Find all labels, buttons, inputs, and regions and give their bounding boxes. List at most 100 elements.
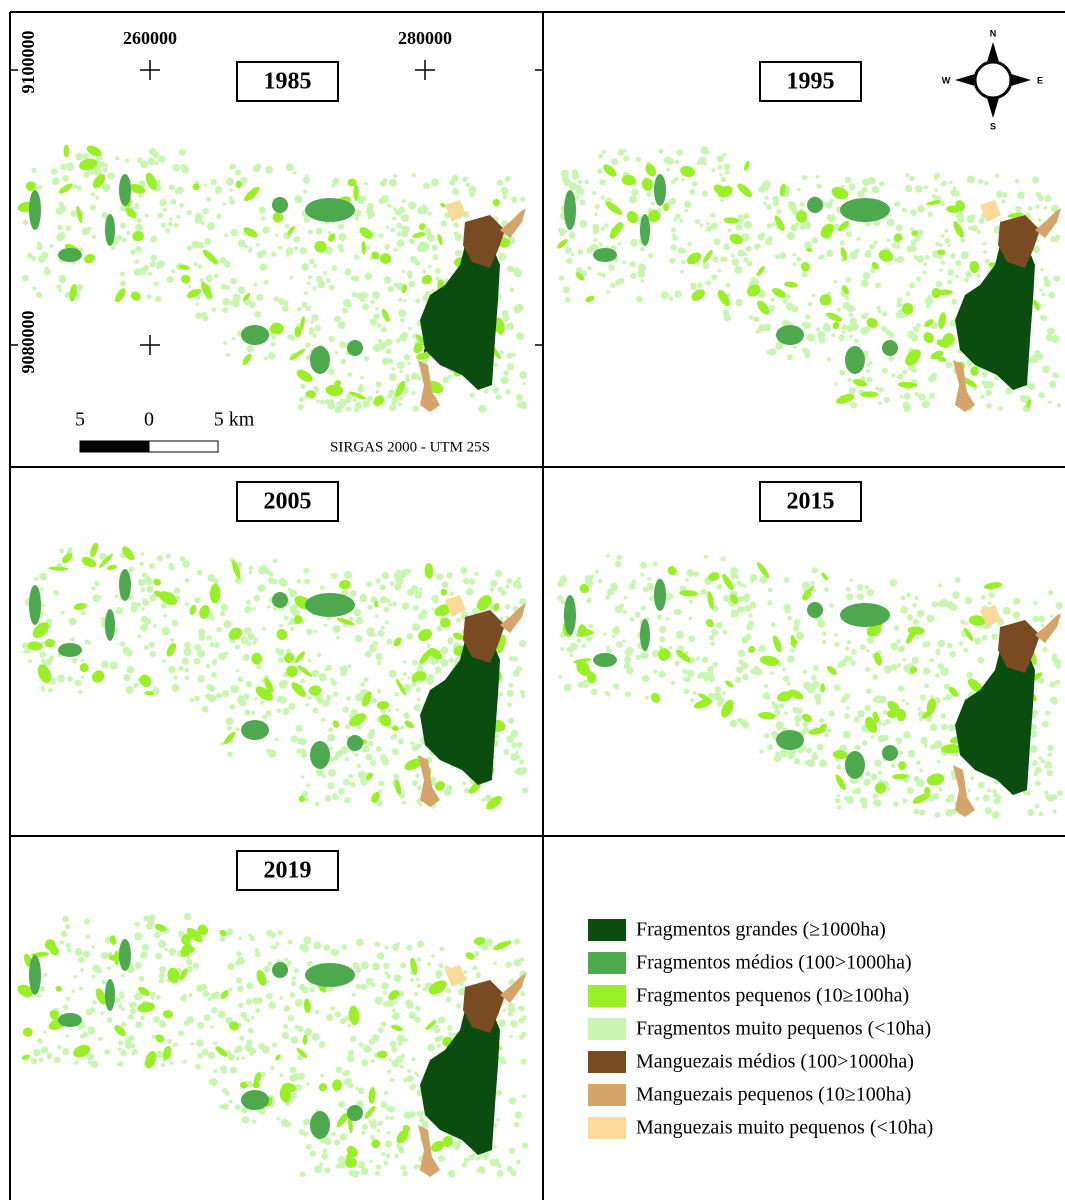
very-small-fragment xyxy=(513,670,520,677)
small-fragment xyxy=(685,250,704,267)
very-small-fragment xyxy=(222,307,228,313)
very-small-fragment xyxy=(964,622,967,625)
very-small-fragment xyxy=(629,583,636,590)
year-label: 2005 xyxy=(264,489,312,515)
very-small-fragment xyxy=(1037,354,1043,360)
small-fragment xyxy=(106,564,117,571)
small-fragment xyxy=(251,652,263,665)
very-small-fragment xyxy=(884,665,892,673)
very-small-fragment xyxy=(890,642,898,650)
very-small-fragment xyxy=(1035,780,1041,786)
very-small-fragment xyxy=(355,635,362,642)
very-small-fragment xyxy=(889,579,897,587)
very-small-fragment xyxy=(436,573,443,580)
very-small-fragment xyxy=(47,1055,51,1059)
very-small-fragment xyxy=(131,1051,135,1055)
very-small-fragment xyxy=(986,390,992,396)
small-fragment xyxy=(143,1049,159,1070)
very-small-fragment xyxy=(930,724,937,731)
very-small-fragment xyxy=(378,630,385,637)
small-fragment xyxy=(679,164,697,179)
very-small-fragment xyxy=(671,228,676,233)
very-small-fragment xyxy=(783,299,788,304)
very-small-fragment xyxy=(978,782,985,789)
very-small-fragment xyxy=(1047,745,1053,751)
very-small-fragment xyxy=(44,268,51,275)
very-small-fragment xyxy=(414,992,418,996)
medium-fragment xyxy=(840,198,890,222)
very-small-fragment xyxy=(928,294,933,299)
very-small-fragment xyxy=(1041,759,1045,763)
very-small-fragment xyxy=(494,363,498,367)
very-small-fragment xyxy=(265,166,273,174)
very-small-fragment xyxy=(31,168,36,173)
very-small-fragment xyxy=(1032,710,1038,716)
very-small-fragment xyxy=(167,276,174,283)
very-small-fragment xyxy=(695,219,700,224)
very-small-fragment xyxy=(481,798,485,802)
very-small-fragment xyxy=(844,177,851,184)
very-small-fragment xyxy=(916,760,920,764)
very-small-fragment xyxy=(826,250,833,257)
very-small-fragment xyxy=(851,649,857,655)
very-small-fragment xyxy=(843,731,851,739)
very-small-fragment xyxy=(345,725,350,730)
very-small-fragment xyxy=(878,387,883,392)
very-small-fragment xyxy=(92,1000,97,1005)
very-small-fragment xyxy=(270,1066,274,1070)
very-small-fragment xyxy=(31,256,36,261)
very-small-fragment xyxy=(566,258,572,264)
very-small-fragment xyxy=(342,944,348,950)
very-small-fragment xyxy=(362,1124,368,1130)
very-small-fragment xyxy=(368,741,374,747)
very-small-fragment xyxy=(264,356,267,359)
very-small-fragment xyxy=(229,196,233,200)
very-small-fragment xyxy=(693,571,699,577)
very-small-fragment xyxy=(860,327,868,335)
very-small-fragment xyxy=(291,981,296,986)
very-small-fragment xyxy=(996,191,1003,198)
very-small-fragment xyxy=(275,942,279,946)
very-small-fragment xyxy=(434,1036,440,1042)
very-small-fragment xyxy=(519,640,527,648)
very-small-fragment xyxy=(284,1005,290,1011)
very-small-fragment xyxy=(163,208,167,212)
very-small-fragment xyxy=(412,780,418,786)
very-small-fragment xyxy=(462,177,467,182)
very-small-fragment xyxy=(293,171,297,175)
very-small-fragment xyxy=(62,1048,69,1055)
very-small-fragment xyxy=(411,744,418,751)
medium-fragment xyxy=(305,963,355,987)
very-small-fragment xyxy=(130,249,136,255)
very-small-fragment xyxy=(398,1042,402,1046)
very-small-fragment xyxy=(230,1066,237,1073)
very-small-fragment xyxy=(196,302,199,305)
very-small-fragment xyxy=(882,368,888,374)
medium-fragment xyxy=(241,325,269,345)
very-small-fragment xyxy=(630,273,636,279)
very-small-fragment xyxy=(223,341,227,345)
very-small-fragment xyxy=(70,210,77,217)
very-small-fragment xyxy=(438,1016,445,1023)
very-small-fragment xyxy=(334,1140,340,1146)
very-small-fragment xyxy=(452,188,459,195)
very-small-fragment xyxy=(238,1003,243,1008)
very-small-fragment xyxy=(266,710,272,716)
very-small-fragment xyxy=(310,987,315,992)
year-label: 2015 xyxy=(787,489,835,515)
small-fragment xyxy=(492,939,512,952)
very-small-fragment xyxy=(898,685,905,692)
very-small-fragment xyxy=(303,1119,310,1126)
very-small-fragment xyxy=(206,635,212,641)
very-small-fragment xyxy=(306,1144,312,1150)
very-small-fragment xyxy=(344,571,352,579)
very-small-fragment xyxy=(522,1094,526,1098)
very-small-fragment xyxy=(220,742,224,746)
very-small-fragment xyxy=(509,287,514,292)
very-small-fragment xyxy=(640,562,647,569)
very-small-fragment xyxy=(435,268,441,274)
very-small-fragment xyxy=(148,272,152,276)
very-small-fragment xyxy=(1029,745,1037,753)
year-label: 1995 xyxy=(787,69,835,95)
very-small-fragment xyxy=(1049,681,1055,687)
